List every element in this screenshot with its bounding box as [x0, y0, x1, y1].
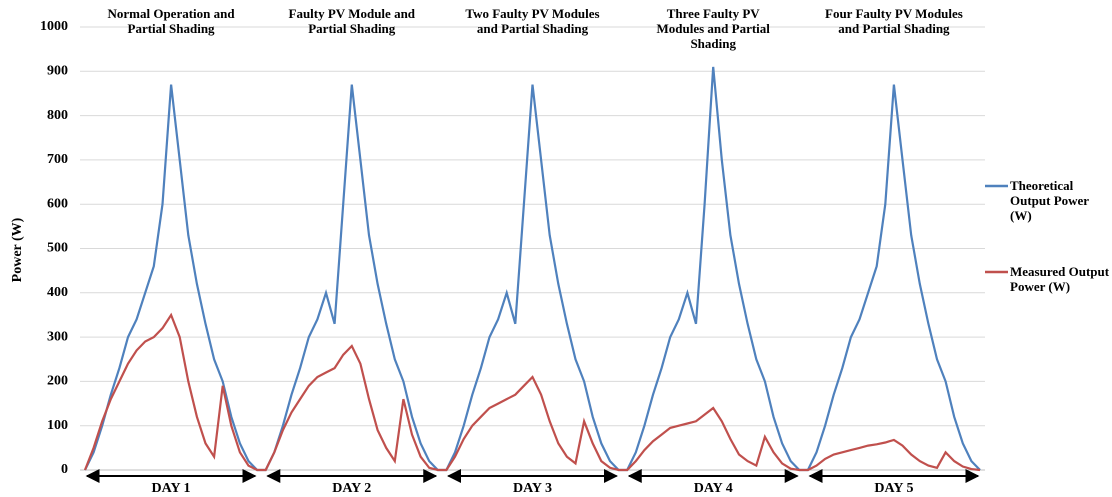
day-label: DAY 4: [694, 481, 733, 496]
series-line: [84, 66, 981, 472]
day-title: Three Faulty PV Modules and Partial Shad…: [656, 6, 770, 51]
y-tick-label: 0: [61, 462, 68, 477]
day-title: Faulty PV Module and Partial Shading: [288, 6, 416, 36]
y-tick-label: 600: [47, 196, 68, 211]
y-tick-label: 900: [47, 64, 68, 79]
y-tick-label: 100: [47, 418, 68, 433]
y-tick-label: 800: [47, 108, 68, 123]
day-title: Normal Operation and Partial Shading: [107, 6, 235, 36]
day-title: Four Faulty PV Modules and Partial Shadi…: [825, 6, 963, 36]
y-tick-label: 200: [47, 374, 68, 389]
day-label: DAY 3: [513, 481, 552, 496]
y-tick-label: 300: [47, 329, 68, 344]
day-label: DAY 2: [332, 481, 371, 496]
legend-label: Theoretical Output Power (W): [1010, 178, 1089, 223]
series-line: [83, 312, 981, 472]
y-tick-label: 400: [47, 285, 68, 300]
day-label: DAY 5: [874, 481, 913, 496]
day-title: Two Faulty PV Modules and Partial Shadin…: [465, 6, 600, 36]
day-label: DAY 1: [152, 481, 191, 496]
y-axis-label: Power (W): [10, 217, 25, 282]
y-tick-label: 500: [47, 241, 68, 256]
y-tick-label: 1000: [40, 19, 68, 34]
y-tick-label: 700: [47, 152, 68, 167]
legend-label: Measured Output Power (W): [1010, 264, 1110, 294]
